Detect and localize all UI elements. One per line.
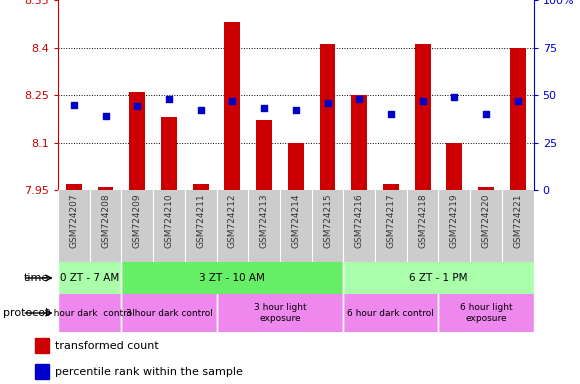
Bar (121, 294, 216, 332)
Text: 3 hour dark control: 3 hour dark control (125, 308, 212, 318)
Point (196, 107, 205, 113)
Text: GSM724216: GSM724216 (355, 194, 364, 248)
Text: GSM724211: GSM724211 (196, 194, 205, 248)
Text: GSM724214: GSM724214 (291, 194, 300, 248)
Text: 6 ZT - 1 PM: 6 ZT - 1 PM (409, 273, 467, 283)
Text: protocol: protocol (3, 308, 49, 318)
Point (69, 101, 78, 108)
Text: 6 hour dark control: 6 hour dark control (347, 308, 434, 318)
Text: GSM724207: GSM724207 (70, 194, 78, 248)
Text: 3 ZT - 10 AM: 3 ZT - 10 AM (200, 273, 265, 283)
Bar (193, 184, 209, 190)
Bar (343, 262, 534, 294)
Bar (438, 294, 534, 332)
Point (228, 98, 237, 104)
Text: GSM724217: GSM724217 (386, 194, 396, 248)
Text: GSM724221: GSM724221 (513, 194, 522, 248)
Text: GSM724213: GSM724213 (260, 194, 269, 248)
Bar (216, 294, 343, 332)
Text: percentile rank within the sample: percentile rank within the sample (55, 367, 243, 377)
Text: 3 hour light
exposure: 3 hour light exposure (253, 303, 306, 323)
Bar (58, 294, 121, 332)
Point (291, 107, 300, 113)
Bar (161, 117, 177, 190)
Bar (35, 338, 49, 353)
Text: time: time (23, 273, 49, 283)
Bar (478, 187, 494, 190)
Text: 0 hour dark  control: 0 hour dark control (45, 308, 135, 318)
Bar (510, 48, 525, 190)
Bar (97, 187, 114, 190)
Bar (343, 294, 438, 332)
Text: GSM724220: GSM724220 (481, 194, 491, 248)
Bar (58, 262, 121, 294)
Point (323, 99, 332, 106)
Text: GSM724208: GSM724208 (101, 194, 110, 248)
Bar (129, 92, 145, 190)
Bar (447, 142, 462, 190)
Bar (415, 44, 430, 190)
Bar (121, 262, 343, 294)
Point (386, 111, 396, 117)
Bar (288, 142, 304, 190)
Text: 6 hour light
exposure: 6 hour light exposure (460, 303, 512, 323)
Point (481, 111, 491, 117)
Bar (383, 184, 399, 190)
Point (354, 96, 364, 102)
Bar (224, 22, 240, 190)
Point (133, 103, 142, 109)
Point (513, 98, 523, 104)
Point (101, 113, 110, 119)
Bar (66, 184, 82, 190)
Text: GSM724219: GSM724219 (450, 194, 459, 248)
Bar (320, 44, 335, 190)
Point (259, 105, 269, 111)
Bar (256, 120, 272, 190)
Point (164, 96, 173, 102)
Text: GSM724212: GSM724212 (228, 194, 237, 248)
Bar (351, 95, 367, 190)
Bar (35, 364, 49, 379)
Text: GSM724215: GSM724215 (323, 194, 332, 248)
Text: 0 ZT - 7 AM: 0 ZT - 7 AM (60, 273, 119, 283)
Text: transformed count: transformed count (55, 341, 159, 351)
Point (450, 94, 459, 100)
Text: GSM724218: GSM724218 (418, 194, 427, 248)
Text: GSM724210: GSM724210 (165, 194, 173, 248)
Text: GSM724209: GSM724209 (133, 194, 142, 248)
Point (418, 98, 427, 104)
